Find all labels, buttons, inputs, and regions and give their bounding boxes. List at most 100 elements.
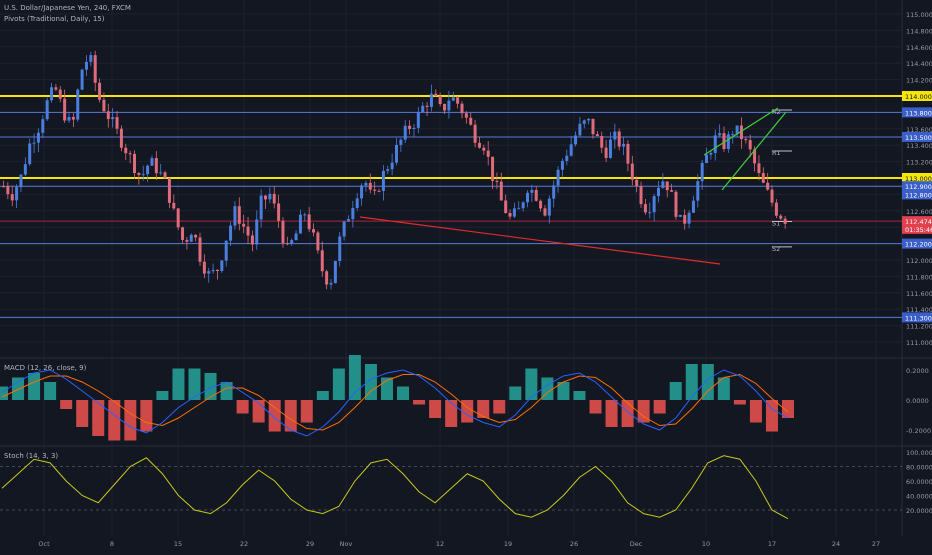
macd-histogram-bar xyxy=(717,377,730,400)
candle-body xyxy=(451,97,455,101)
candle-body xyxy=(691,200,695,213)
time-tick-label: 19 xyxy=(504,540,512,548)
candle-body xyxy=(495,180,499,182)
candle-body xyxy=(281,220,285,244)
candle-body xyxy=(150,158,154,166)
candle-body xyxy=(726,134,730,150)
macd-histogram-bar xyxy=(637,400,650,423)
macd-histogram-bar xyxy=(621,400,634,427)
macd-histogram-bar xyxy=(509,386,522,400)
macd-tick-label: 0.2000 xyxy=(906,367,929,375)
macd-histogram-bar xyxy=(348,355,361,400)
candle-body xyxy=(246,226,250,236)
candle-body xyxy=(237,206,241,224)
candle-body xyxy=(211,269,215,272)
stoch-tick-label: 100.0000 xyxy=(906,449,932,457)
macd-histogram-bar xyxy=(60,400,73,409)
candle-body xyxy=(626,143,630,164)
price-tick-label: 113.400 xyxy=(906,142,932,150)
macd-histogram-bar xyxy=(413,400,426,405)
candle-body xyxy=(28,143,32,165)
axis-price-tag xyxy=(902,223,932,234)
candle-body xyxy=(264,195,267,200)
candle-body xyxy=(23,164,27,175)
candle-body xyxy=(133,153,136,173)
candle-body xyxy=(167,178,171,203)
macd-histogram-bar xyxy=(380,377,393,400)
price-tick-label: 113.200 xyxy=(906,159,932,167)
time-axis: Oct 8 15 22 29 Nov 12 19 26 Dec 10 17 24 27 xyxy=(38,540,880,548)
time-tick-label: 15 xyxy=(174,540,182,548)
candle-body xyxy=(608,139,612,158)
candle-body xyxy=(739,125,743,140)
candle-body xyxy=(2,186,5,188)
candle-body xyxy=(757,163,761,174)
candle-body xyxy=(648,212,652,214)
price-tick-label: 111.200 xyxy=(906,323,932,331)
macd-histogram-bar xyxy=(589,400,602,414)
candle-body xyxy=(50,87,54,101)
macd-histogram-bar xyxy=(653,400,666,414)
candle-body xyxy=(250,235,254,245)
macd-histogram-bar xyxy=(268,400,281,432)
axis-price-tag-label: 112.200 xyxy=(905,241,932,249)
candle-body xyxy=(189,234,193,242)
candle-body xyxy=(613,131,617,140)
candle-body xyxy=(657,187,660,197)
level-price-label: 114.000 xyxy=(905,93,932,101)
candle-body xyxy=(172,202,176,209)
candle-body xyxy=(342,221,346,237)
candle-body xyxy=(748,140,752,150)
candle-body xyxy=(766,182,770,190)
price-axis: 115.000 114.800 114.600 114.400 114.200 114.0… xyxy=(902,11,932,515)
price-tick-label: 111.000 xyxy=(906,339,932,347)
candle-body xyxy=(277,203,281,221)
time-tick-label: Dec xyxy=(630,540,643,548)
macd-histogram-bar xyxy=(765,400,778,432)
candle-body xyxy=(137,172,141,175)
candle-body xyxy=(360,185,364,199)
candle-body xyxy=(512,208,516,217)
candle-body xyxy=(556,169,560,186)
time-tick-label: 10 xyxy=(702,540,710,548)
axis-price-tag xyxy=(902,107,932,118)
macd-indicator-label: MACD (12, 26, close, 9) xyxy=(4,364,87,372)
candle-body xyxy=(499,181,503,201)
candle-body xyxy=(355,198,359,209)
candle-body xyxy=(45,100,49,120)
candle-body xyxy=(569,144,573,156)
pivot-label: R2 xyxy=(772,108,781,116)
candle-body xyxy=(268,193,272,200)
candle-body xyxy=(338,236,342,261)
stoch-k-line xyxy=(1,455,789,520)
macd-histogram-bar xyxy=(284,400,297,432)
macd-histogram-bar xyxy=(76,400,89,427)
price-tick-label: 114.600 xyxy=(906,44,932,52)
candle-body xyxy=(731,134,735,136)
candle-body xyxy=(316,232,320,251)
time-tick-label: 29 xyxy=(306,540,314,548)
candle-body xyxy=(643,204,647,213)
axis-price-tag xyxy=(902,181,932,192)
candle-body xyxy=(482,147,486,151)
axis-price-tag xyxy=(902,189,932,200)
macd-histogram-bar xyxy=(733,400,746,405)
candle-body xyxy=(163,172,167,179)
time-tick-label: Nov xyxy=(340,540,353,548)
candle-body xyxy=(600,135,604,148)
candle-body xyxy=(41,119,45,133)
candle-body xyxy=(312,229,316,233)
price-tick-label: 111.400 xyxy=(906,306,932,314)
time-tick-label: 24 xyxy=(832,540,840,548)
candle-body xyxy=(290,240,294,244)
candle-body xyxy=(181,227,185,240)
candle-body xyxy=(683,214,687,224)
candle-body xyxy=(242,223,246,227)
candle-body xyxy=(552,185,556,199)
candle-body xyxy=(582,120,586,124)
candle-body xyxy=(115,117,119,129)
stoch-tick-label: 60.0000 xyxy=(906,478,932,486)
macd-histogram-bar xyxy=(669,382,682,400)
pivots-indicator-label: Pivots (Traditional, Daily, 15) xyxy=(4,15,105,23)
